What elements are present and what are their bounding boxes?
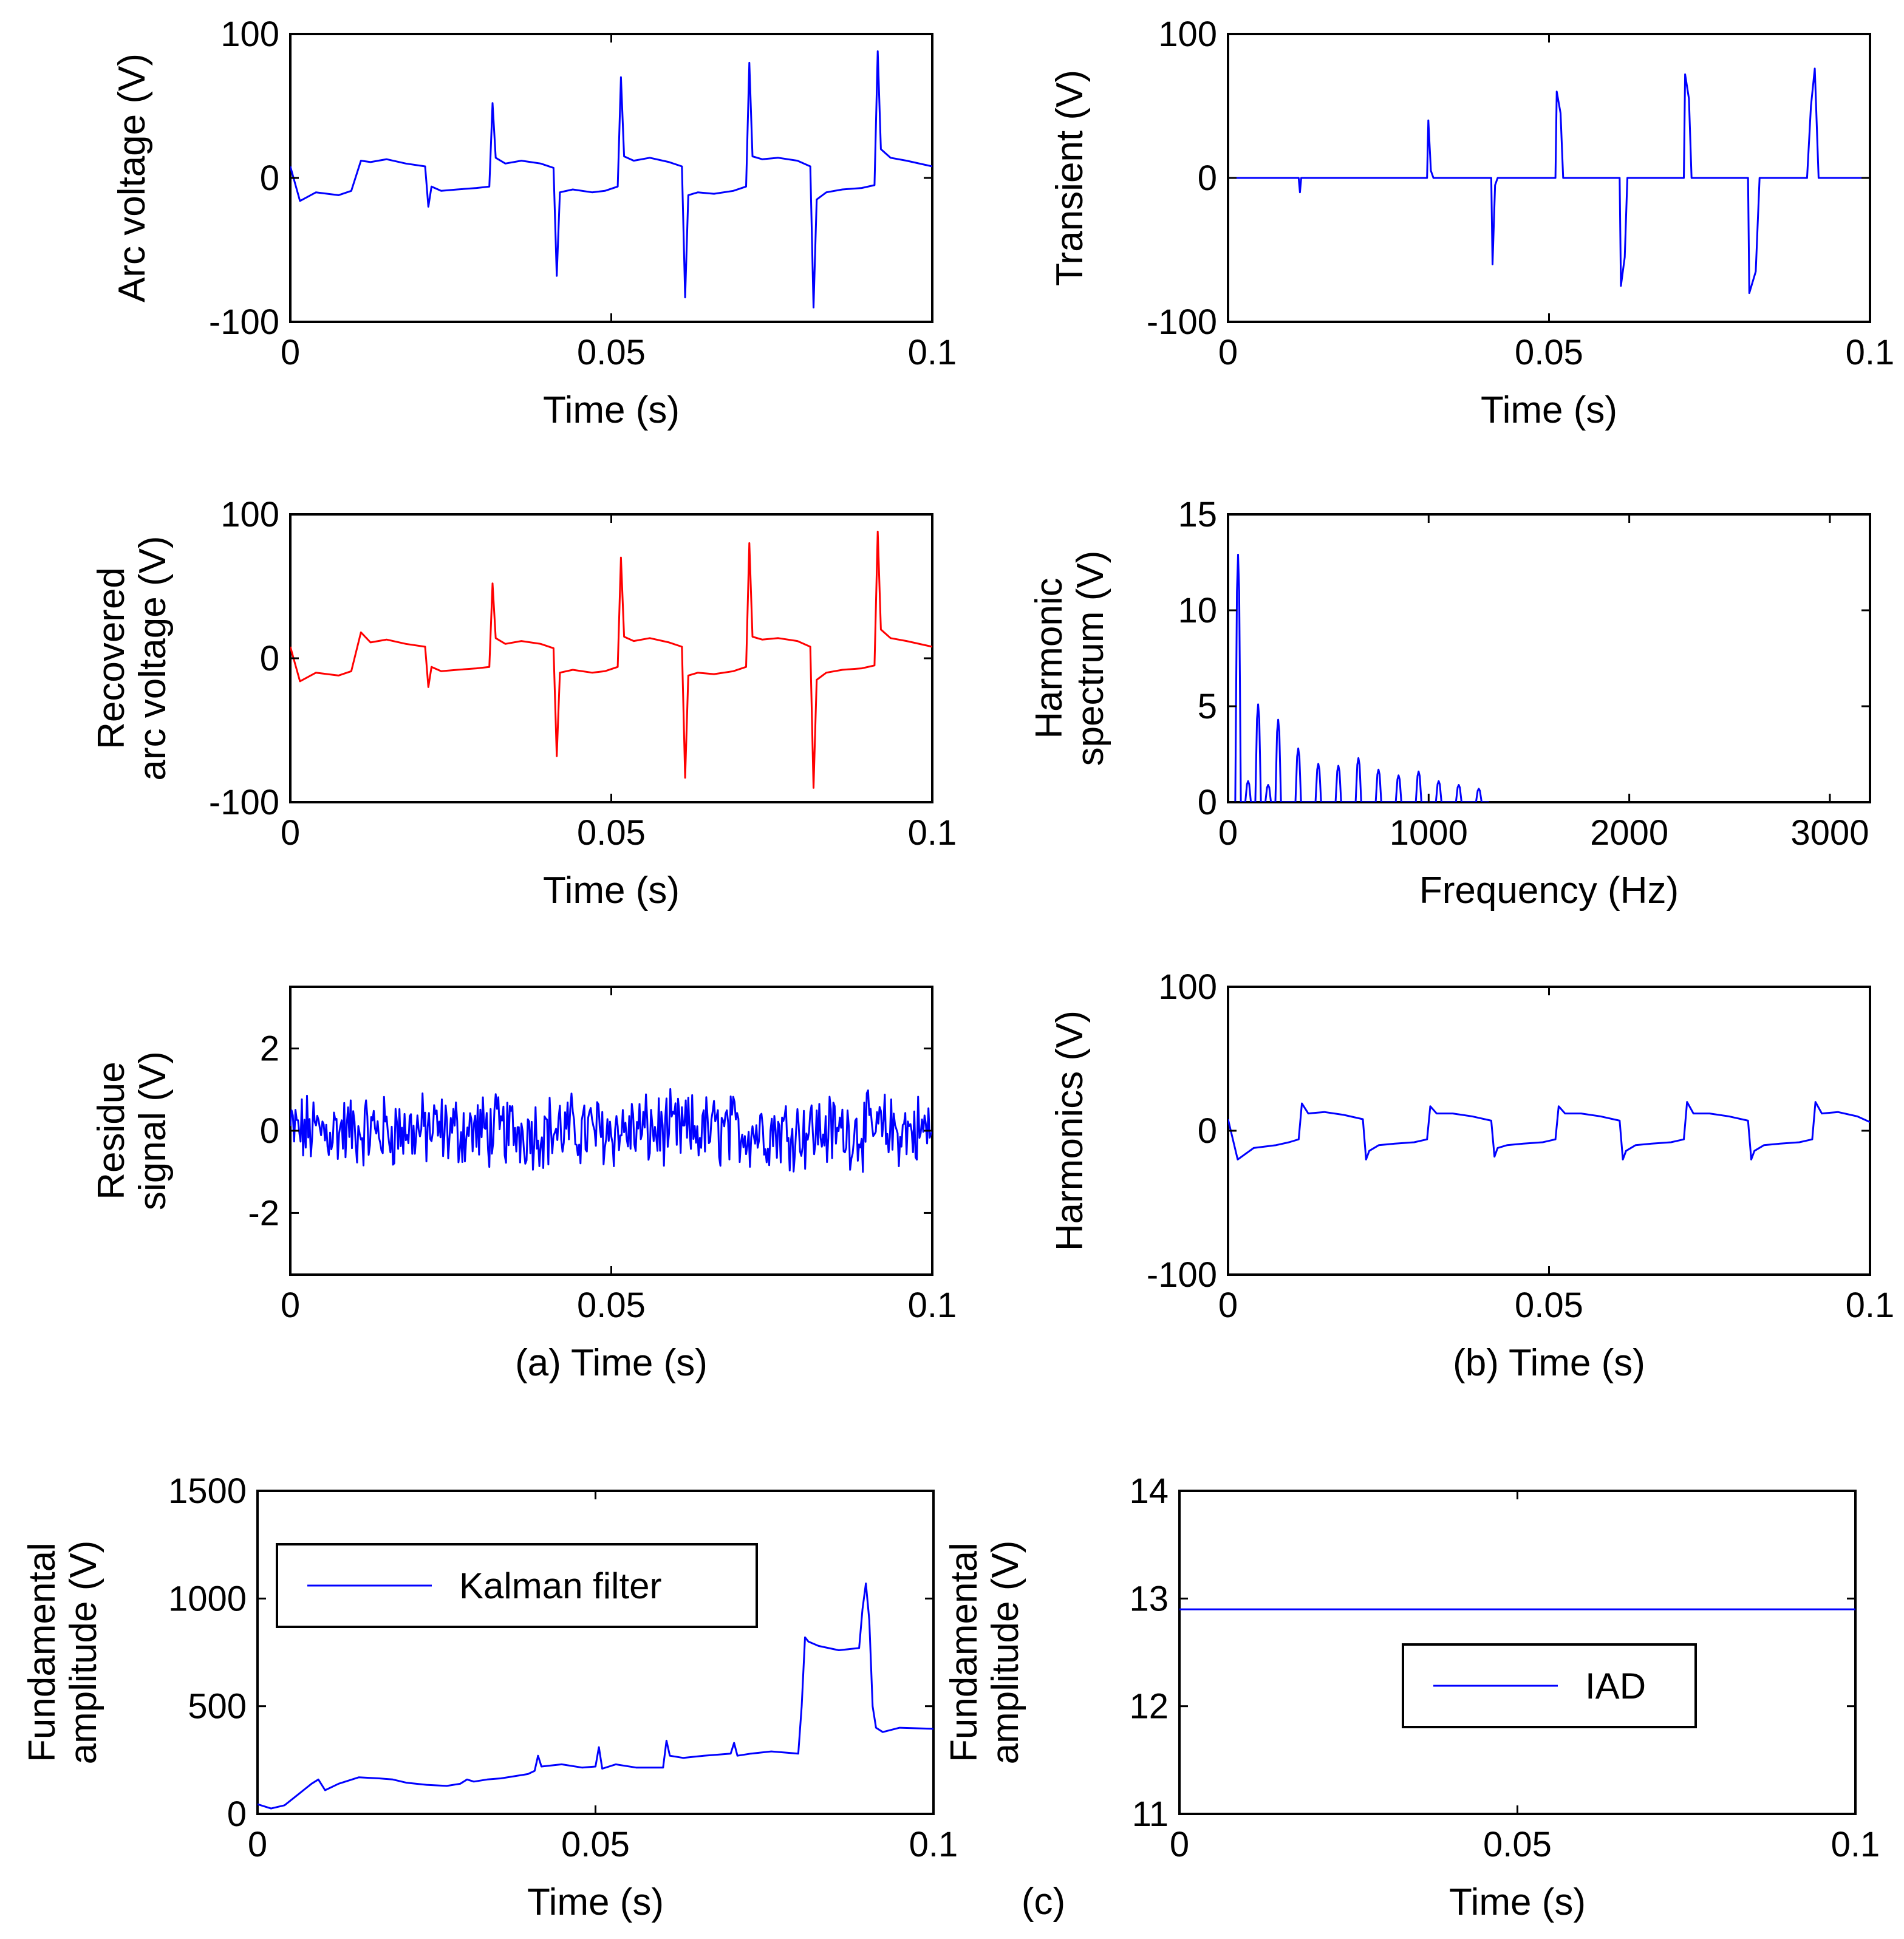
- y-tick-label: -100: [209, 783, 279, 822]
- panel-c-label: (c): [1022, 1881, 1065, 1923]
- x-axis-label: Time (s): [543, 870, 680, 912]
- x-tick-label: 0.1: [908, 1286, 957, 1325]
- legend-label: Kalman filter: [459, 1566, 661, 1606]
- x-axis-label: (b) Time (s): [1453, 1342, 1645, 1384]
- x-tick-label: 2000: [1590, 813, 1668, 853]
- x-tick-label: 3000: [1790, 813, 1869, 853]
- x-tick-label: 0.1: [908, 333, 957, 372]
- x-tick-label: 0: [281, 333, 300, 372]
- series-line: [290, 50, 932, 308]
- y-tick-label: 1000: [168, 1579, 247, 1618]
- y-tick-label: 15: [1178, 495, 1217, 534]
- x-tick-label: 0: [1218, 813, 1238, 853]
- x-axis-label: Time (s): [1481, 389, 1617, 431]
- x-tick-label: 0.05: [1515, 333, 1583, 372]
- x-tick-label: 0.1: [909, 1825, 958, 1864]
- x-axis-label: Time (s): [527, 1881, 664, 1923]
- chart-residue-signal: 0 0.05 0.1 -2 0 2 (a) Time (s) Residue signal (V…: [90, 986, 957, 1384]
- y-tick-label: 11: [1132, 1794, 1169, 1834]
- y-axis-label: Harmonics (V): [1049, 1010, 1091, 1251]
- y-tick-label: 10: [1178, 591, 1217, 630]
- y-tick-label: 0: [260, 639, 279, 678]
- y-tick-label: 0: [260, 1111, 279, 1151]
- y-tick-label: 100: [220, 15, 279, 54]
- y-tick-label: 0: [1198, 158, 1217, 198]
- series-line: [1228, 1101, 1870, 1160]
- plot-area: [1227, 986, 1871, 1276]
- x-tick-label: 0.1: [1846, 1286, 1895, 1325]
- y-axis-label: signal (V): [132, 1051, 174, 1210]
- x-axis-label: Frequency (Hz): [1419, 870, 1679, 912]
- plot-area: [289, 33, 933, 323]
- legend: IAD: [1402, 1643, 1697, 1728]
- y-tick-label: -100: [1147, 1255, 1217, 1295]
- y-tick-label: -2: [248, 1193, 279, 1233]
- chart-fundamental-iad: 0 0.05 0.1 11 12 13 14 Time (s) Fundamental ampli…: [943, 1471, 1880, 1923]
- series-line: [258, 1583, 933, 1810]
- x-tick-label: 0.1: [1846, 333, 1895, 372]
- y-tick-label: 100: [1158, 967, 1217, 1007]
- plot-area: [289, 513, 933, 803]
- y-tick-label: 1500: [168, 1471, 247, 1511]
- x-tick-label: 0.05: [561, 1825, 630, 1864]
- y-axis-label: Fundamental: [943, 1542, 985, 1762]
- y-axis-label: spectrum (V): [1070, 551, 1111, 766]
- y-tick-label: 2: [260, 1029, 279, 1069]
- legend-label: IAD: [1585, 1666, 1646, 1706]
- y-tick-label: -100: [1147, 302, 1217, 342]
- y-tick-label: 5: [1198, 687, 1217, 726]
- y-tick-label: 13: [1129, 1579, 1169, 1618]
- y-tick-label: 0: [1198, 1111, 1217, 1151]
- y-tick-label: -100: [209, 302, 279, 342]
- y-tick-label: 500: [188, 1687, 247, 1726]
- y-axis-label: Transient (V): [1049, 70, 1091, 286]
- series-line: [1228, 553, 1489, 802]
- y-axis-label: amplitude (V): [63, 1541, 104, 1765]
- x-tick-label: 0.05: [577, 813, 646, 853]
- series-line: [290, 530, 932, 789]
- y-axis-label: Harmonic: [1028, 578, 1070, 738]
- legend: Kalman filter: [276, 1543, 758, 1628]
- x-axis-label: (a) Time (s): [515, 1342, 708, 1384]
- y-tick-label: 0: [1198, 783, 1217, 822]
- y-tick-label: 0: [227, 1794, 247, 1834]
- y-tick-label: 0: [260, 158, 279, 198]
- y-axis-label: Residue: [90, 1062, 132, 1199]
- series-line: [290, 1088, 932, 1173]
- y-tick-label: 14: [1129, 1471, 1169, 1511]
- y-tick-label: 100: [220, 495, 279, 534]
- x-tick-label: 0.05: [1483, 1825, 1552, 1864]
- x-tick-label: 0.1: [1831, 1825, 1880, 1864]
- x-tick-label: 0: [281, 1286, 300, 1325]
- x-axis-label: Time (s): [1449, 1881, 1586, 1923]
- x-tick-label: 0.05: [577, 333, 646, 372]
- series-line: [1228, 67, 1870, 295]
- x-tick-label: 0.05: [1515, 1286, 1583, 1325]
- x-tick-label: 0: [1218, 1286, 1238, 1325]
- chart-fundamental-kalman: 0 0.05 0.1 0 500 1000 1500 Time (s) Fundamental a…: [21, 1471, 958, 1923]
- x-axis-label: Time (s): [543, 389, 680, 431]
- x-tick-label: 0.1: [908, 813, 957, 853]
- chart-harmonic-spectrum: 0 1000 2000 3000 0 5 10 15 Frequency (Hz) Harmoni…: [1028, 495, 1871, 912]
- y-tick-label: 12: [1129, 1687, 1169, 1726]
- plot-area: [1227, 513, 1871, 803]
- y-axis-label: Arc voltage (V): [111, 53, 153, 302]
- y-tick-label: 100: [1158, 15, 1217, 54]
- x-tick-label: 0: [1218, 333, 1238, 372]
- y-axis-label: arc voltage (V): [132, 536, 174, 780]
- x-tick-label: 1000: [1390, 813, 1468, 853]
- x-tick-label: 0: [1170, 1825, 1189, 1864]
- y-axis-label: Fundamental: [21, 1542, 63, 1762]
- y-axis-label: Recovered: [90, 567, 132, 749]
- x-tick-label: 0.05: [577, 1286, 646, 1325]
- x-tick-label: 0: [281, 813, 300, 853]
- x-tick-label: 0: [248, 1825, 267, 1864]
- y-axis-label: amplitude (V): [984, 1541, 1026, 1765]
